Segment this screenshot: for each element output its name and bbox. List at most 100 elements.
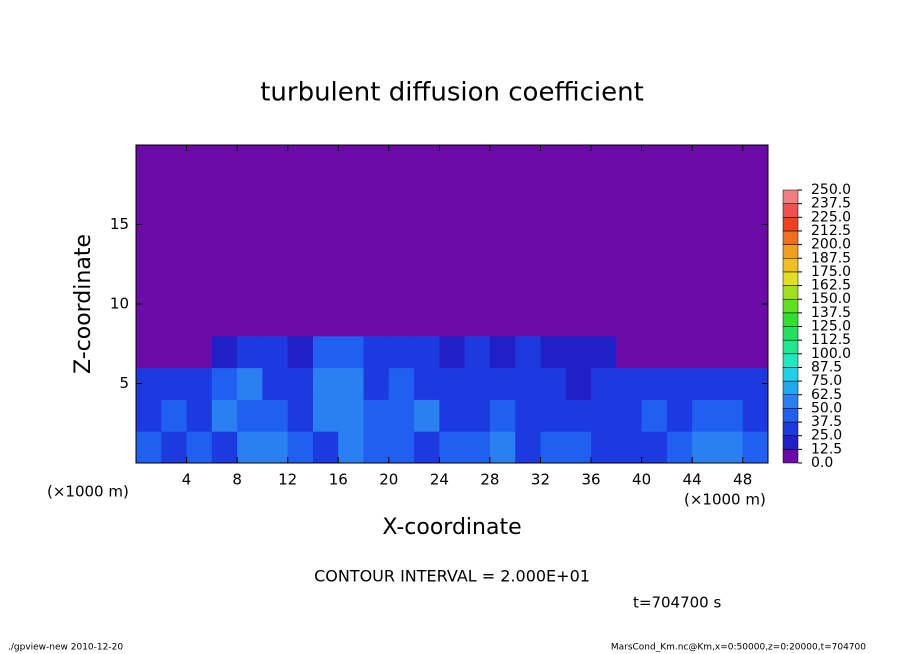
cell xyxy=(692,240,718,273)
cell xyxy=(414,431,440,464)
cell xyxy=(136,240,162,273)
cell xyxy=(666,431,693,464)
cell xyxy=(312,431,339,464)
cell xyxy=(717,335,744,369)
x-unit: (×1000 m) xyxy=(684,491,766,509)
cell xyxy=(287,176,314,210)
contour-interval: CONTOUR INTERVAL = 2.000E+01 xyxy=(314,567,590,586)
colorbar-label: 50.0 xyxy=(811,400,842,416)
cell xyxy=(540,240,567,273)
cell xyxy=(464,145,491,178)
cell xyxy=(388,272,415,305)
cell xyxy=(666,208,693,241)
cell xyxy=(717,304,744,337)
x-tick-label: 4 xyxy=(182,471,192,489)
cell xyxy=(262,431,289,464)
cell xyxy=(717,399,744,432)
cell xyxy=(388,367,415,400)
cell xyxy=(515,367,541,400)
colorbar-swatch xyxy=(782,312,799,327)
cell xyxy=(338,208,365,241)
colorbar-swatch xyxy=(782,298,799,314)
cell xyxy=(565,240,592,273)
cell xyxy=(186,208,213,241)
cell xyxy=(591,145,617,178)
cell xyxy=(287,335,314,369)
cell xyxy=(591,176,617,210)
cell xyxy=(565,176,592,210)
cell xyxy=(338,367,365,400)
cell xyxy=(414,399,440,432)
x-tick-label: 40 xyxy=(632,471,651,489)
cell xyxy=(515,272,541,305)
cell xyxy=(742,145,769,178)
cell xyxy=(136,176,162,210)
cell xyxy=(742,176,769,210)
y-tick-label: 5 xyxy=(119,374,129,392)
cell xyxy=(565,431,592,464)
cell xyxy=(616,304,643,337)
colorbar-label: 175.0 xyxy=(811,264,851,280)
cell xyxy=(666,335,693,369)
cell xyxy=(641,431,668,464)
cell xyxy=(262,208,289,241)
cell xyxy=(211,272,238,305)
cell xyxy=(312,240,339,273)
colorbar-swatch xyxy=(782,339,799,355)
colorbar-swatch xyxy=(782,449,799,464)
cell xyxy=(565,367,592,400)
cell xyxy=(262,304,289,337)
cell xyxy=(136,145,162,178)
cell xyxy=(136,335,162,369)
colorbar-label: 100.0 xyxy=(811,346,851,362)
cell xyxy=(161,367,188,400)
cell xyxy=(414,176,440,210)
cell xyxy=(540,176,567,210)
cell xyxy=(388,145,415,178)
cell xyxy=(287,367,314,400)
cell xyxy=(742,304,769,337)
cell xyxy=(237,145,263,178)
cell xyxy=(363,176,390,210)
cell xyxy=(489,176,516,210)
x-axis-label: X-coordinate xyxy=(382,515,521,540)
cell xyxy=(717,240,744,273)
cell xyxy=(489,335,516,369)
y-tick-label: 15 xyxy=(110,215,129,233)
x-tick-label: 36 xyxy=(581,471,600,489)
cell xyxy=(211,399,238,432)
cell xyxy=(439,240,466,273)
cell xyxy=(363,145,390,178)
cell xyxy=(262,367,289,400)
cell xyxy=(363,431,390,464)
cell xyxy=(464,176,491,210)
cell xyxy=(666,176,693,210)
cell xyxy=(262,240,289,273)
cell xyxy=(489,145,516,178)
cell xyxy=(388,399,415,432)
cell xyxy=(414,272,440,305)
cell xyxy=(591,431,617,464)
colorbar-label: 87.5 xyxy=(811,359,842,375)
cell xyxy=(666,272,693,305)
cell xyxy=(692,304,718,337)
cell xyxy=(287,272,314,305)
cell xyxy=(742,240,769,273)
colorbar-label: 137.5 xyxy=(811,305,851,321)
cell xyxy=(641,272,668,305)
chart-title: turbulent diffusion coefficient xyxy=(260,78,644,108)
cell xyxy=(489,367,516,400)
cell xyxy=(262,176,289,210)
footer: ./gpview-new 2010-12-20 xyxy=(8,643,123,653)
cell xyxy=(692,272,718,305)
colorbar-swatch xyxy=(782,353,799,368)
cell xyxy=(742,399,769,432)
cell xyxy=(540,431,567,464)
colorbar-swatch xyxy=(782,217,799,232)
colorbar-label: 25.0 xyxy=(811,428,842,444)
colorbar-label: 162.5 xyxy=(811,278,851,294)
cell xyxy=(211,431,238,464)
cell xyxy=(742,431,769,464)
cell xyxy=(414,208,440,241)
colorbar-swatch xyxy=(782,367,799,382)
